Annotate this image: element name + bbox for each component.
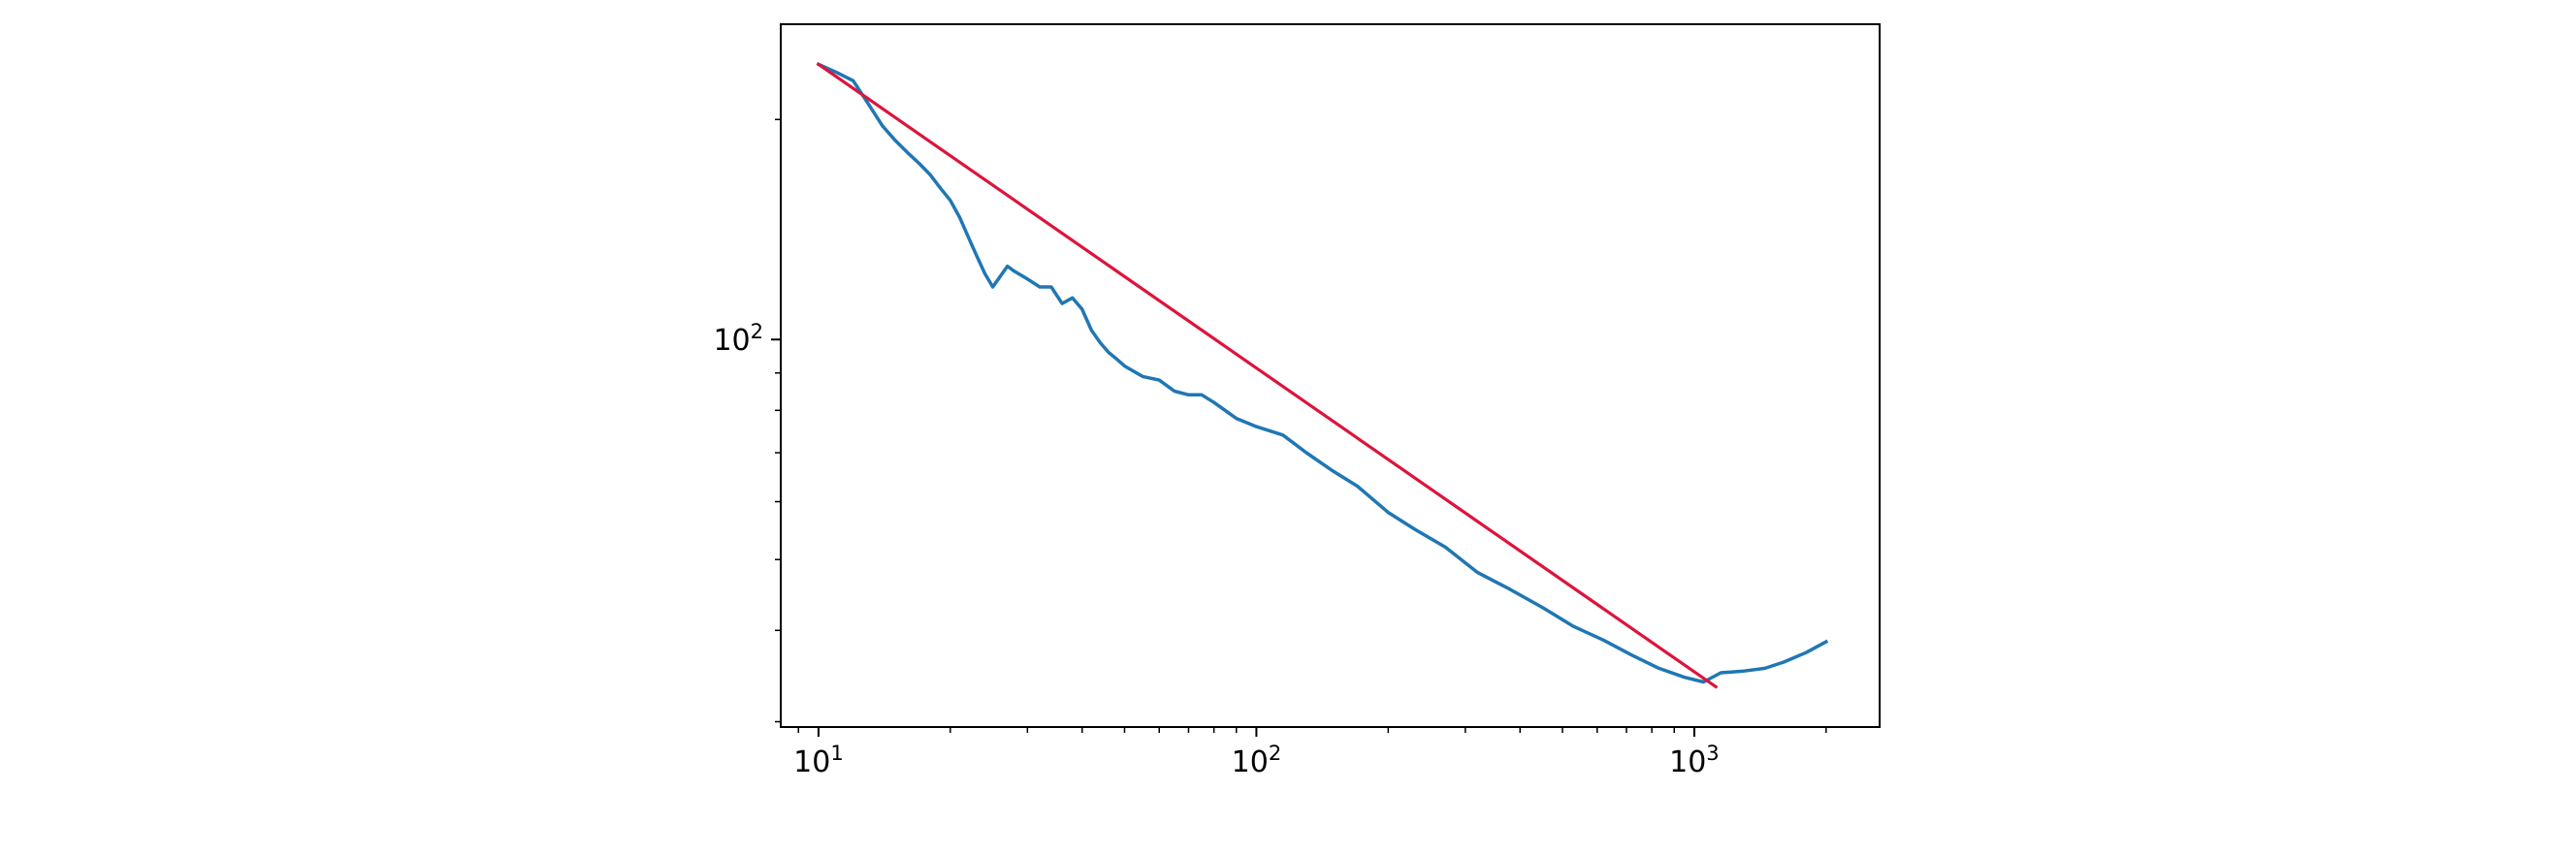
series-line-blue [816, 61, 1829, 684]
series-line-red [816, 62, 1719, 689]
plot-area [781, 24, 1880, 727]
y-tick-label: 102 [713, 320, 763, 358]
x-tick-label: 101 [793, 742, 844, 779]
x-tick-label: 102 [1232, 742, 1282, 779]
plot-frame [780, 23, 1881, 728]
x-axis: 101 102 103 [793, 727, 1827, 779]
x-tick-label: 103 [1669, 742, 1720, 779]
y-axis: 102 [713, 118, 781, 723]
